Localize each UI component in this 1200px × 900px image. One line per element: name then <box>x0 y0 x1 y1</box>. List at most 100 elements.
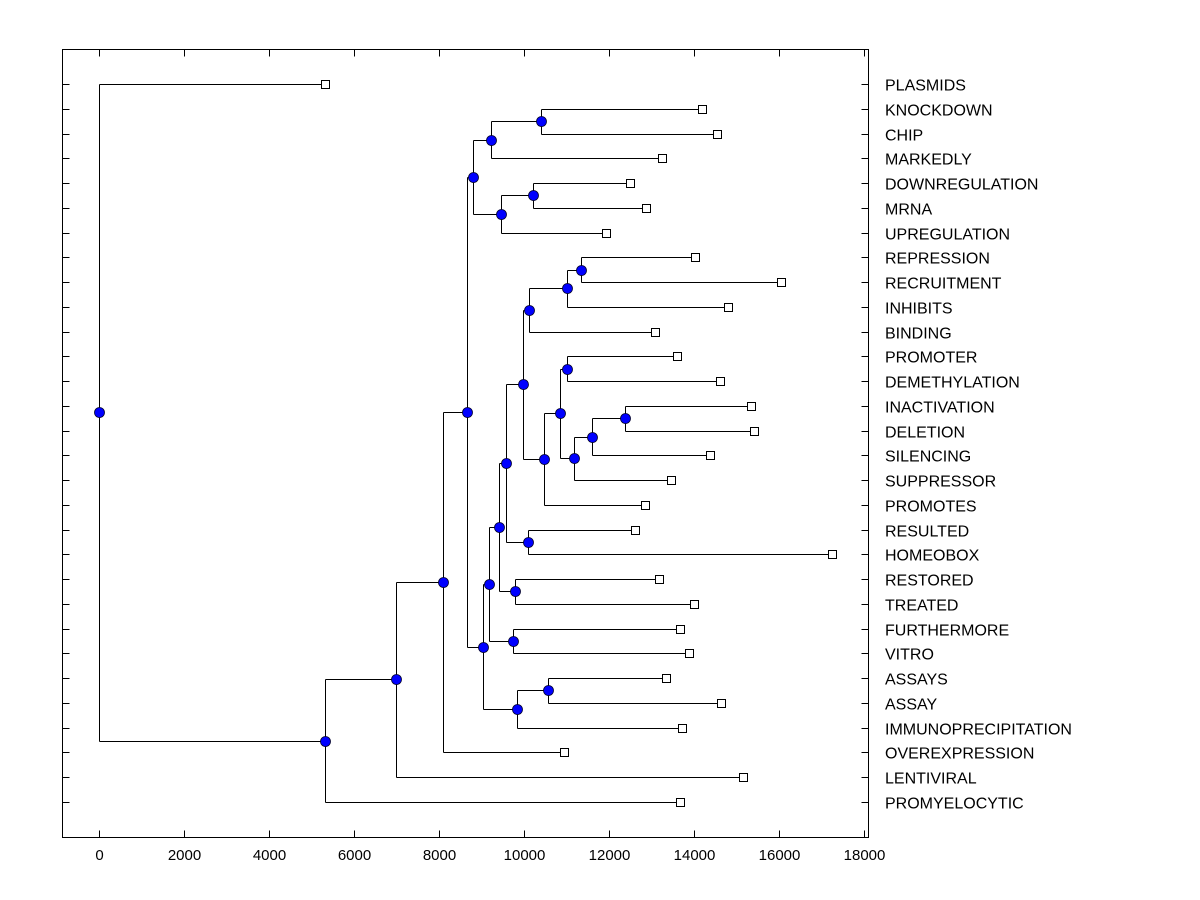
leaf-label-promoter: PROMOTER <box>885 350 977 367</box>
leaf-marker-furthermore <box>676 625 685 634</box>
merge-node <box>478 642 489 653</box>
merge-node <box>94 407 105 418</box>
leaf-label-inactivation: INACTIVATION <box>885 400 995 417</box>
x-tick-label: 18000 <box>844 847 886 864</box>
leaf-marker-knockdown <box>698 105 707 114</box>
leaf-label-promyelocytic: PROMYELOCYTIC <box>885 796 1024 813</box>
merge-node <box>543 685 554 696</box>
x-tick-label: 14000 <box>674 847 716 864</box>
merge-node <box>576 265 587 276</box>
leaf-label-knockdown: KNOCKDOWN <box>885 103 993 120</box>
leaf-labels: PLASMIDS KNOCKDOWN CHIP MARKEDLY DOWNREGULAT… <box>885 78 1072 813</box>
leaf-label-resulted: RESULTED <box>885 524 969 541</box>
leaf-marker-deletion <box>750 427 759 436</box>
leaf-marker-lentiviral <box>739 773 748 782</box>
leaf-marker-assays <box>662 674 671 683</box>
leaf-label-assay: ASSAY <box>885 697 938 714</box>
leaf-marker-homeobox <box>828 550 837 559</box>
leaf-marker-recruitment <box>777 278 786 287</box>
leaf-marker-assay <box>717 699 726 708</box>
merge-node <box>523 537 534 548</box>
merge-node <box>391 674 402 685</box>
x-tick-label: 4000 <box>253 847 286 864</box>
node-markers <box>94 116 631 747</box>
y-axis <box>62 84 869 803</box>
leaf-marker-suppressor <box>667 476 676 485</box>
merge-node <box>484 579 495 590</box>
leaf-label-assays: ASSAYS <box>885 672 948 689</box>
leaf-markers <box>321 80 837 807</box>
leaf-label-restored: RESTORED <box>885 573 974 590</box>
merge-node <box>468 172 479 183</box>
leaf-label-lentiviral: LENTIVIRAL <box>885 771 977 788</box>
leaf-label-mrna: MRNA <box>885 202 932 219</box>
merge-node <box>587 432 598 443</box>
leaf-label-promotes: PROMOTES <box>885 499 977 516</box>
merge-node <box>562 364 573 375</box>
leaf-label-furthermore: FURTHERMORE <box>885 623 1009 640</box>
leaf-label-inhibits: INHIBITS <box>885 301 953 318</box>
merge-node <box>462 407 473 418</box>
leaf-marker-markedly <box>658 154 667 163</box>
leaf-label-recruitment: RECRUITMENT <box>885 276 1002 293</box>
leaf-marker-mrna <box>642 204 651 213</box>
merge-node <box>536 116 547 127</box>
x-tick-label: 10000 <box>504 847 546 864</box>
leaf-marker-repression <box>691 253 700 262</box>
leaf-label-immunoprecipitation: IMMUNOPRECIPITATION <box>885 722 1072 739</box>
leaf-marker-inhibits <box>724 303 733 312</box>
merge-node <box>524 305 535 316</box>
merge-node <box>518 379 529 390</box>
leaf-label-demethylation: DEMETHYLATION <box>885 375 1020 392</box>
leaf-marker-plasmids <box>321 80 330 89</box>
leaf-marker-binding <box>651 328 660 337</box>
merge-node <box>555 408 566 419</box>
merge-node <box>528 190 539 201</box>
leaf-label-downregulation: DOWNREGULATION <box>885 177 1038 194</box>
leaf-marker-restored <box>655 575 664 584</box>
leaf-marker-upregulation <box>602 229 611 238</box>
leaf-marker-chip <box>713 130 722 139</box>
x-tick-label: 2000 <box>168 847 201 864</box>
merge-node <box>508 636 519 647</box>
leaf-marker-immunoprecipitation <box>678 724 687 733</box>
leaf-marker-vitro <box>685 649 694 658</box>
merge-node <box>320 736 331 747</box>
leaf-label-repression: REPRESSION <box>885 251 990 268</box>
merge-node <box>501 458 512 469</box>
x-tick-label: 0 <box>95 847 103 864</box>
leaf-marker-resulted <box>631 526 640 535</box>
leaf-label-upregulation: UPREGULATION <box>885 227 1010 244</box>
leaf-label-markedly: MARKEDLY <box>885 152 972 169</box>
x-tick-label: 6000 <box>338 847 371 864</box>
merge-node <box>562 283 573 294</box>
leaf-label-silencing: SILENCING <box>885 449 971 466</box>
leaf-marker-silencing <box>706 451 715 460</box>
leaf-label-overexpression: OVEREXPRESSION <box>885 746 1034 763</box>
leaf-label-binding: BINDING <box>885 326 952 343</box>
merge-node <box>510 586 521 597</box>
plot-frame <box>62 49 869 838</box>
leaf-marker-promyelocytic <box>676 798 685 807</box>
leaf-label-treated: TREATED <box>885 598 958 615</box>
x-tick-label: 8000 <box>423 847 456 864</box>
merge-node <box>539 454 550 465</box>
leaf-marker-demethylation <box>716 377 725 386</box>
leaf-marker-inactivation <box>747 402 756 411</box>
leaf-label-homeobox: HOMEOBOX <box>885 548 980 565</box>
x-tick-label: 16000 <box>759 847 801 864</box>
x-tick-label: 12000 <box>589 847 631 864</box>
leaf-label-suppressor: SUPPRESSOR <box>885 474 996 491</box>
merge-node <box>620 413 631 424</box>
leaf-label-chip: CHIP <box>885 128 923 145</box>
leaf-label-deletion: DELETION <box>885 425 965 442</box>
leaf-marker-downregulation <box>626 179 635 188</box>
merge-node <box>438 577 449 588</box>
leaf-marker-overexpression <box>560 748 569 757</box>
merge-node <box>496 209 507 220</box>
branches <box>99 84 833 803</box>
leaf-label-plasmids: PLASMIDS <box>885 78 966 95</box>
merge-node <box>512 704 523 715</box>
leaf-marker-promoter <box>673 352 682 361</box>
